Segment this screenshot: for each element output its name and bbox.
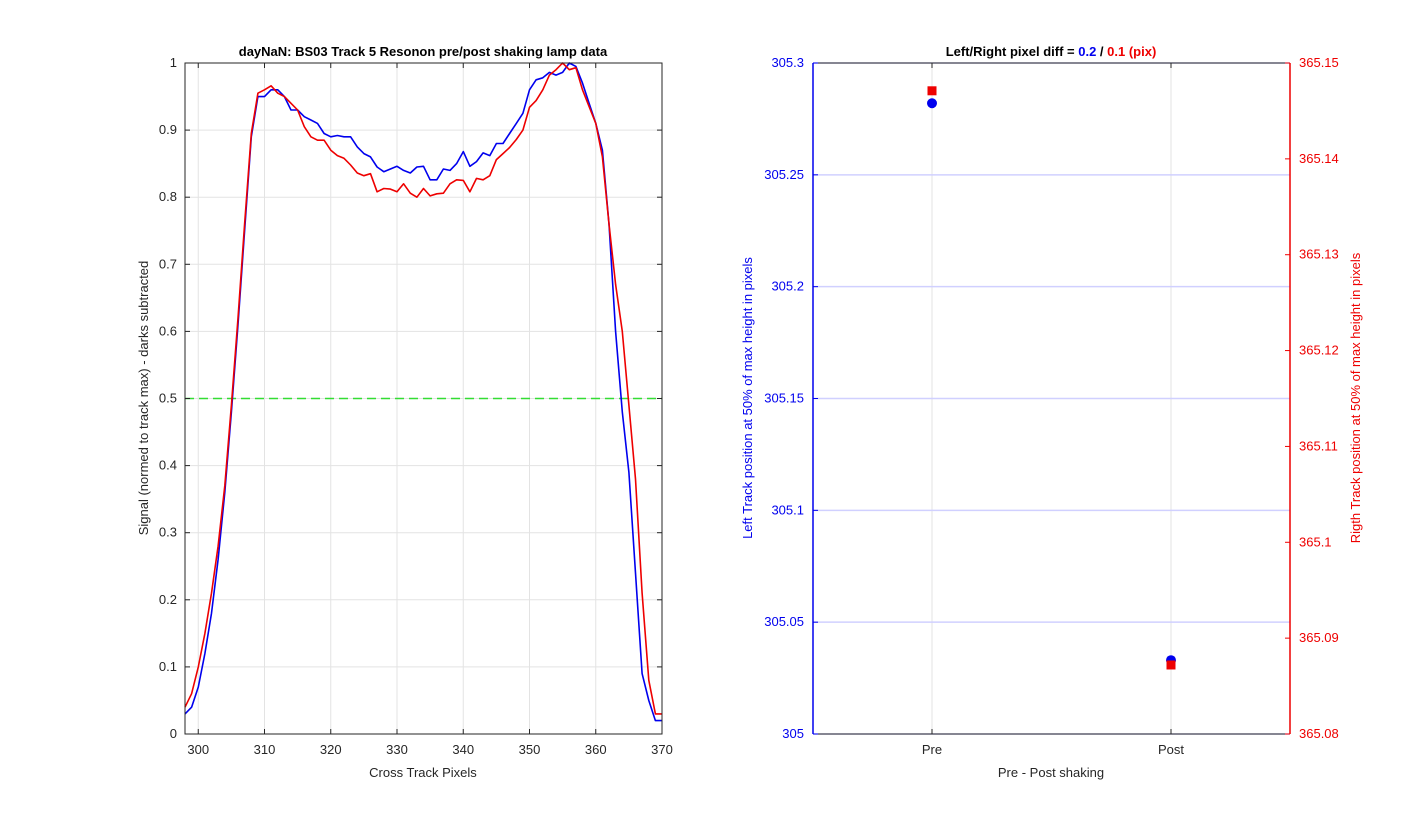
y-tick-label: 1 bbox=[170, 55, 177, 70]
title-right-value: 0.1 (pix) bbox=[1107, 44, 1156, 59]
left-track-point bbox=[927, 98, 937, 109]
x-tick-label: 320 bbox=[320, 742, 342, 757]
right-track-point bbox=[1166, 660, 1176, 670]
right-axis-tick-label: 365.08 bbox=[1299, 726, 1339, 741]
right-points bbox=[927, 86, 1176, 670]
title-left-value: 0.2 bbox=[1078, 44, 1096, 59]
right-axis-tick-label: 365.14 bbox=[1299, 151, 1339, 166]
left-axis-tick-label: 305.15 bbox=[764, 391, 804, 406]
y-tick-label: 0 bbox=[170, 726, 177, 741]
left-y-axis-label: Signal (normed to track max) - darks sub… bbox=[136, 261, 151, 536]
right-axis-tick-label: 365.1 bbox=[1299, 534, 1332, 549]
y-tick-label: 0.2 bbox=[159, 592, 177, 607]
pre-shaking-line bbox=[184, 62, 662, 722]
left-ticks: 300 310 320 330 340 350 360 370 0 0.1 0.2 0.3 0.4 0.5… bbox=[159, 55, 673, 757]
right-chart-title: Left/Right pixel diff = 0.2 / 0.1 (pix) bbox=[946, 44, 1157, 59]
left-axis-tick-label: 305 bbox=[782, 726, 804, 741]
y-tick-label: 0.3 bbox=[159, 525, 177, 540]
x-tick-label: 330 bbox=[386, 742, 408, 757]
x-tick-label: 300 bbox=[187, 742, 209, 757]
right-x-axis-label: Pre - Post shaking bbox=[998, 765, 1104, 780]
y-tick-label: 0.7 bbox=[159, 256, 177, 271]
y-tick-label: 0.4 bbox=[159, 458, 177, 473]
post-shaking-line bbox=[184, 62, 662, 715]
x-tick-label: 370 bbox=[651, 742, 673, 757]
left-chart: 300 310 320 330 340 350 360 370 0 0.1 0.2 0.3 0.4 0.5… bbox=[136, 44, 673, 780]
title-separator: / bbox=[1096, 44, 1107, 59]
category-label: Pre bbox=[922, 742, 942, 757]
y-tick-label: 0.5 bbox=[159, 391, 177, 406]
left-x-axis-label: Cross Track Pixels bbox=[369, 765, 477, 780]
x-tick-label: 350 bbox=[519, 742, 541, 757]
right-axis-tick-label: 365.09 bbox=[1299, 630, 1339, 645]
left-axis-tick-label: 305.1 bbox=[771, 502, 804, 517]
x-tick-label: 310 bbox=[254, 742, 276, 757]
left-axis-tick-label: 305.05 bbox=[764, 614, 804, 629]
y-tick-label: 0.9 bbox=[159, 122, 177, 137]
x-tick-label: 340 bbox=[452, 742, 474, 757]
right-track-point bbox=[927, 86, 937, 96]
x-tick-label: 360 bbox=[585, 742, 607, 757]
left-axis-tick-label: 305.2 bbox=[771, 279, 804, 294]
y-tick-label: 0.6 bbox=[159, 323, 177, 338]
right-chart: Pre Post 305 305.05 305.1 305.15 305.2 305.25 30… bbox=[740, 44, 1363, 780]
left-series bbox=[184, 62, 662, 722]
left-axis-tick-label: 305.25 bbox=[764, 167, 804, 182]
right-axis-tick-label: 365.15 bbox=[1299, 55, 1339, 70]
right-axis-tick-label: 365.13 bbox=[1299, 247, 1339, 262]
left-chart-title: dayNaN: BS03 Track 5 Resonon pre/post sh… bbox=[239, 44, 608, 59]
category-label: Post bbox=[1158, 742, 1184, 757]
right-axis-tick-label: 365.11 bbox=[1299, 438, 1338, 453]
left-axis-tick-label: 305.3 bbox=[771, 55, 804, 70]
title-prefix: Left/Right pixel diff = bbox=[946, 44, 1079, 59]
right-axis-tick-label: 365.12 bbox=[1299, 343, 1339, 358]
y-tick-label: 0.1 bbox=[159, 659, 177, 674]
left-track-axis-label: Left Track position at 50% of max height… bbox=[740, 257, 755, 539]
right-track-axis-label: Rigth Track position at 50% of max heigh… bbox=[1348, 252, 1363, 543]
right-ticks: Pre Post 305 305.05 305.1 305.15 305.2 305.25 30… bbox=[764, 55, 1339, 757]
y-tick-label: 0.8 bbox=[159, 189, 177, 204]
